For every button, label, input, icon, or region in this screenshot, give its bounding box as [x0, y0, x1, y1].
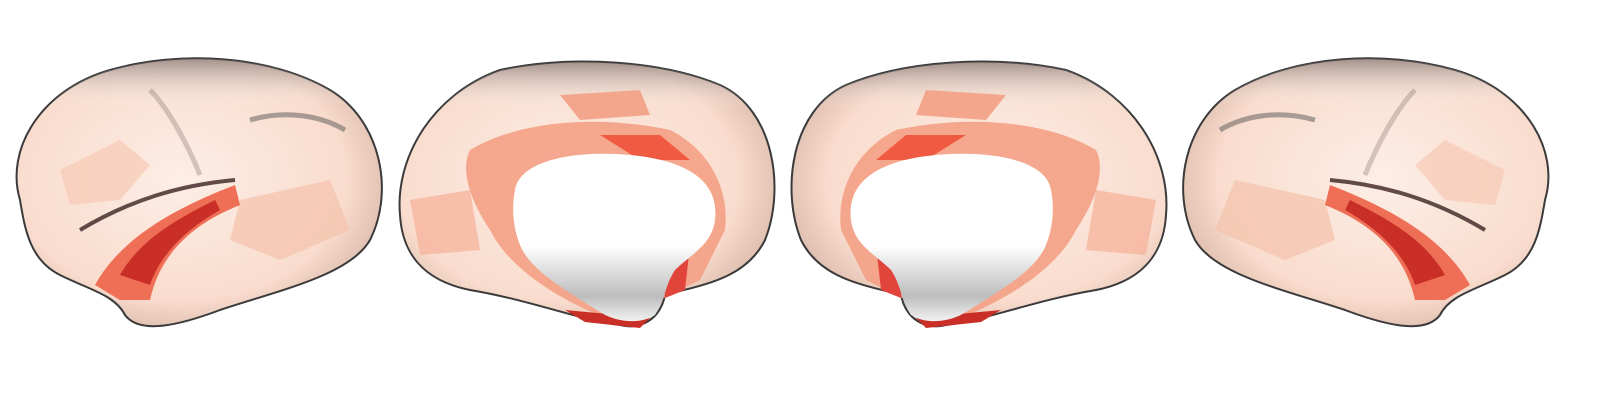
brain-left-lateral — [17, 58, 382, 326]
brain-right-lateral — [1183, 58, 1548, 326]
brain-right-medial — [790, 60, 1168, 329]
brain-left-medial — [398, 60, 776, 329]
